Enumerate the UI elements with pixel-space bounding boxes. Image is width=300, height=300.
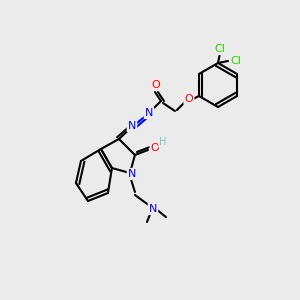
Text: N: N (149, 204, 157, 214)
Text: N: N (145, 108, 153, 118)
Text: Cl: Cl (231, 56, 242, 66)
Text: N: N (128, 169, 136, 179)
Text: O: O (152, 80, 160, 90)
Text: H: H (159, 137, 167, 147)
Text: Cl: Cl (214, 44, 225, 54)
Text: O: O (151, 143, 159, 153)
Text: N: N (128, 121, 136, 131)
Text: O: O (184, 94, 193, 104)
